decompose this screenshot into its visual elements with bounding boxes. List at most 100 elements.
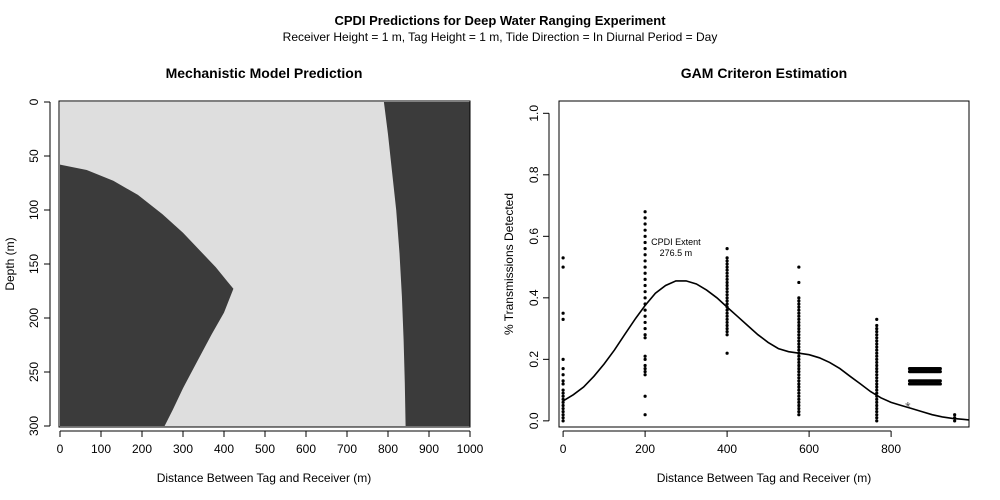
- gam-y-tick-label: 0.2: [527, 351, 541, 368]
- data-point: [643, 363, 647, 368]
- data-point: [875, 397, 879, 401]
- data-point: [725, 299, 729, 303]
- data-point: [797, 326, 801, 331]
- data-point: [643, 333, 647, 337]
- data-point: [561, 419, 565, 423]
- gam-points: [561, 210, 957, 423]
- data-point: [725, 247, 729, 251]
- data-point: [797, 391, 801, 395]
- data-point: [725, 351, 729, 355]
- data-point: [725, 274, 729, 278]
- data-point: [875, 376, 879, 380]
- data-point: [875, 373, 879, 377]
- data-point: [643, 296, 647, 300]
- data-point: [643, 240, 647, 245]
- heatmap-x-tick-label: 400: [214, 442, 234, 456]
- data-point: [797, 342, 801, 346]
- data-point: [561, 382, 565, 386]
- data-point: [875, 382, 879, 386]
- heatmap-y-tick-label: 250: [27, 362, 41, 382]
- data-point: [797, 360, 801, 365]
- data-point: [797, 302, 801, 306]
- data-point: [725, 277, 729, 281]
- data-point: [643, 357, 647, 361]
- data-point: [875, 419, 879, 423]
- data-point: [561, 311, 565, 315]
- gam-x-tick-label: 800: [881, 442, 901, 456]
- data-point: [875, 360, 879, 365]
- data-point: [643, 222, 647, 226]
- data-point: [797, 265, 801, 269]
- data-point: [643, 366, 647, 371]
- chart-subtitle: Receiver Height = 1 m, Tag Height = 1 m,…: [282, 30, 718, 44]
- gam-x-tick-label: 200: [635, 442, 655, 456]
- gam-x-tick-label: 600: [799, 442, 819, 456]
- heatmap-x-tick-label: 500: [255, 442, 275, 456]
- data-point: [938, 370, 942, 374]
- heatmap-x-tick-label: 800: [378, 442, 398, 456]
- data-point: [725, 317, 729, 321]
- data-point: [561, 416, 565, 420]
- data-point: [561, 394, 565, 398]
- data-point: [875, 406, 879, 411]
- data-point: [938, 379, 942, 383]
- heatmap-x-tick-label: 700: [337, 442, 357, 456]
- data-point: [875, 336, 879, 340]
- data-point: [875, 323, 879, 328]
- data-point: [561, 391, 565, 395]
- data-point: [643, 259, 647, 263]
- data-point: [643, 290, 647, 294]
- data-point: [643, 373, 647, 377]
- data-point: [797, 410, 801, 414]
- data-point: [797, 413, 801, 417]
- data-point: [725, 320, 729, 325]
- data-point: [643, 394, 647, 398]
- data-point: [875, 339, 879, 343]
- data-point: [875, 342, 879, 346]
- data-point: [643, 326, 647, 331]
- data-point: [797, 388, 801, 392]
- data-point: [875, 385, 879, 389]
- data-point: [725, 293, 729, 297]
- data-point: [725, 259, 729, 263]
- data-point: [643, 216, 647, 220]
- data-point: [797, 373, 801, 377]
- gam-y-tick-label: 0.6: [527, 228, 541, 245]
- data-point: [797, 336, 801, 340]
- data-point: [561, 357, 565, 361]
- heatmap-x-tick-label: 600: [296, 442, 316, 456]
- data-point: [797, 333, 801, 337]
- data-point: [875, 333, 879, 337]
- heatmap-y-tick-label: 50: [27, 149, 41, 163]
- gam-y-axis: 0.0 0.2 0.4 0.6 0.8 1.0: [527, 105, 550, 429]
- gam-y-tick-label: 1.0: [527, 105, 541, 122]
- data-point: [875, 317, 879, 321]
- heatmap-x-tick-label: 200: [132, 442, 152, 456]
- data-point: [797, 330, 801, 334]
- data-point: [953, 413, 957, 417]
- data-point: [875, 363, 879, 368]
- data-point: [938, 382, 942, 386]
- data-point: [953, 419, 957, 423]
- data-point: [561, 403, 565, 408]
- data-point: [797, 382, 801, 386]
- data-point: [797, 345, 801, 349]
- data-point: [875, 357, 879, 361]
- heatmap-x-tick-label: 0: [57, 442, 64, 456]
- shadow-region-0: [60, 164, 234, 426]
- data-point: [797, 397, 801, 401]
- gam-x-axis: 0 200 400 600 800: [560, 430, 901, 456]
- data-point: [797, 305, 801, 309]
- mechanistic-title: Mechanistic Model Prediction: [166, 65, 363, 81]
- data-point: [797, 363, 801, 368]
- data-point: [875, 330, 879, 334]
- data-point: [875, 416, 879, 420]
- data-point: [875, 326, 879, 331]
- data-point: [875, 403, 879, 408]
- data-point: [875, 345, 879, 349]
- data-point: [643, 308, 647, 312]
- data-point: [561, 388, 565, 392]
- data-point: [797, 323, 801, 328]
- data-point: [797, 366, 801, 371]
- data-point: [643, 320, 647, 325]
